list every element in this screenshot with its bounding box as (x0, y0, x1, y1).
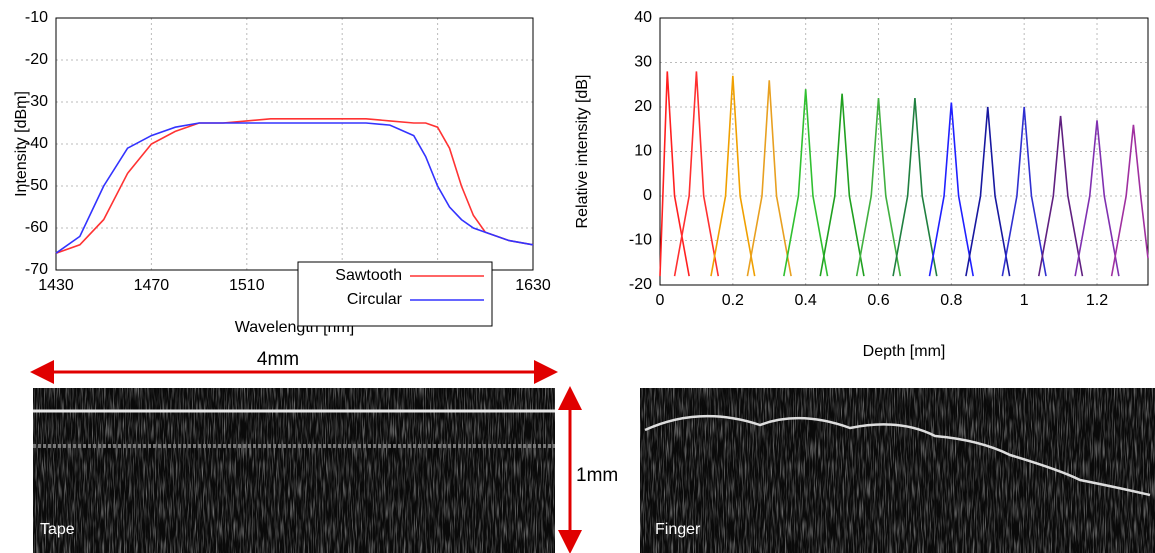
data-line (673, 71, 720, 277)
y-tick-label: 20 (634, 98, 652, 115)
data-line (855, 98, 902, 277)
data-line (55, 122, 534, 254)
y-tick-label: -40 (25, 135, 48, 152)
y-tick-label: -10 (629, 232, 652, 249)
x-axis-label: Depth [mm] (863, 343, 946, 360)
x-tick-label: 0.2 (722, 292, 744, 309)
y-tick-label: 0 (643, 187, 652, 204)
tape-image (33, 388, 555, 553)
y-tick-label: -20 (25, 51, 48, 68)
x-tick-label: 1430 (38, 277, 74, 294)
plot-frame (55, 17, 534, 271)
x-tick-label: 1 (1020, 292, 1029, 309)
data-line (1074, 120, 1120, 277)
data-line (659, 71, 690, 277)
image-label: Tape (40, 521, 75, 538)
data-line (819, 93, 865, 277)
y-tick-label: 40 (634, 9, 652, 26)
y-axis-label: Relative intensity [dB] (574, 75, 591, 229)
y-tick-label: -60 (25, 219, 48, 236)
y-axis-label: Intensity [dBm] (13, 91, 30, 197)
data-line (746, 80, 792, 277)
x-tick-label: 1630 (515, 277, 551, 294)
x-tick-label: 0.6 (867, 292, 889, 309)
plot: -70-60-50-40-30-20-101430147015101550159… (13, 9, 551, 336)
legend-label: Circular (347, 291, 403, 308)
y-tick-label: -50 (25, 177, 48, 194)
x-tick-label: 1470 (134, 277, 170, 294)
data-line (1001, 106, 1047, 277)
scale-label: 4mm (257, 349, 299, 370)
x-tick-label: 0 (656, 292, 665, 309)
data-line (1110, 124, 1149, 277)
y-tick-label: -10 (25, 9, 48, 26)
data-line (1037, 115, 1084, 277)
x-tick-label: 0.4 (795, 292, 817, 309)
scale-label: 1mm (576, 465, 618, 486)
y-tick-label: 30 (634, 54, 652, 71)
x-tick-label: 1.2 (1086, 292, 1108, 309)
finger-image (640, 388, 1155, 553)
y-tick-label: -20 (629, 276, 652, 293)
x-tick-label: 0.8 (940, 292, 962, 309)
data-line (783, 89, 829, 277)
data-line (55, 118, 534, 254)
data-line (710, 75, 756, 277)
data-line (892, 98, 938, 277)
data-line (928, 102, 974, 277)
legend-box (297, 261, 493, 327)
y-tick-label: -70 (25, 261, 48, 278)
legend-label: Sawtooth (335, 267, 402, 284)
plot: -20 -10 0 10 20 30 40 0 0.2 0.4 0.6 0.8 1 1.2 Depth [m… (574, 9, 1149, 360)
plot-frame (659, 17, 1149, 286)
image-label: Finger (655, 521, 701, 538)
y-tick-label: 10 (634, 143, 652, 160)
x-tick-label: 1510 (229, 277, 265, 294)
y-tick-label: -30 (25, 93, 48, 110)
data-line (965, 106, 1011, 277)
